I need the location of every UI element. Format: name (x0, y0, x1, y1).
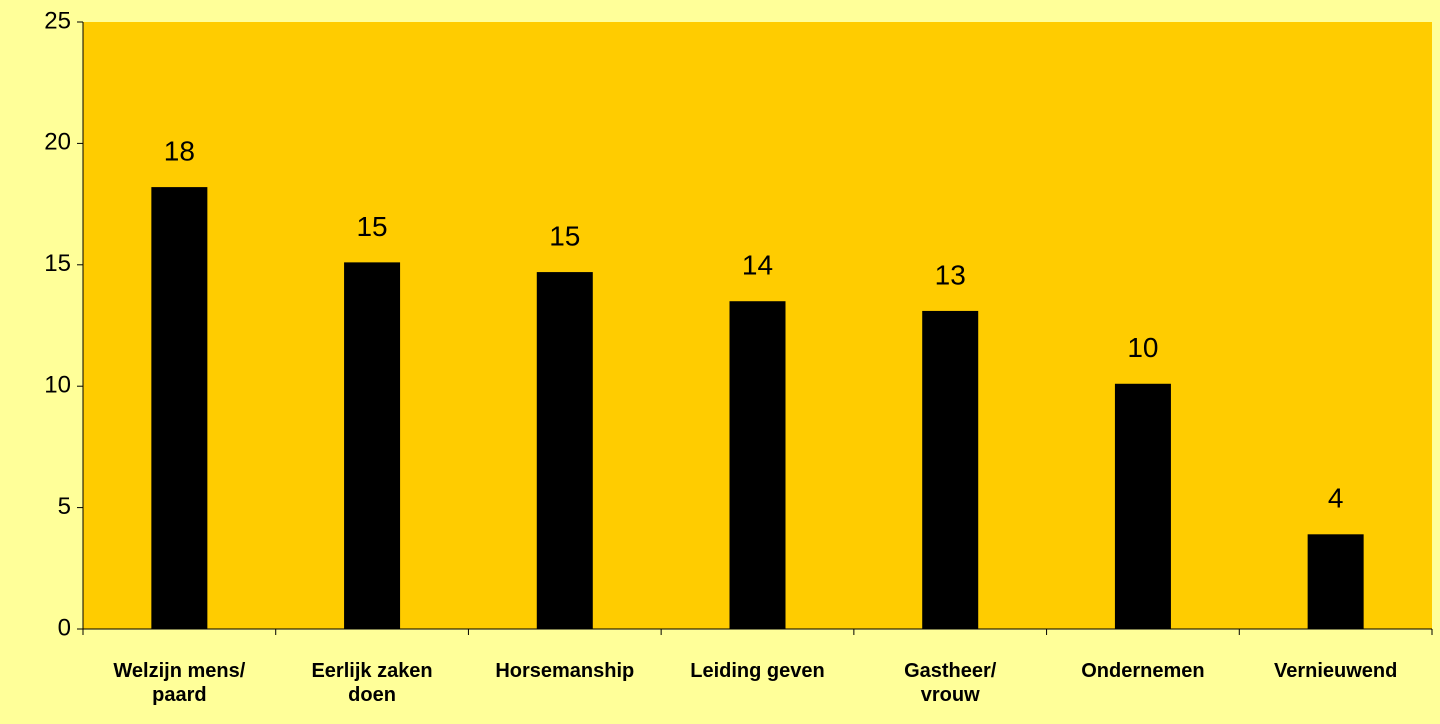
bar (1307, 534, 1364, 629)
bar (536, 272, 593, 629)
data-label: 13 (935, 259, 966, 290)
data-label: 10 (1127, 332, 1158, 363)
x-tick-label: Leiding geven (690, 660, 825, 682)
x-tick-label: Vernieuwend (1273, 660, 1398, 682)
y-tick-label: 25 (44, 7, 71, 34)
data-label: 18 (164, 135, 195, 166)
y-tick-label: 10 (44, 372, 71, 399)
x-tick-label: Ondernemen (1081, 660, 1205, 682)
y-tick-label: 5 (58, 493, 71, 520)
y-tick-label: 15 (44, 250, 71, 277)
data-label: 15 (356, 211, 387, 242)
x-tick-label: Welzijn mens/ paard (113, 660, 246, 706)
bar (729, 301, 786, 629)
y-tick-label: 20 (44, 129, 71, 156)
bar (151, 187, 208, 629)
data-label: 14 (742, 250, 773, 281)
y-tick-label: 0 (58, 614, 71, 641)
data-label: 15 (549, 220, 580, 251)
bar (922, 310, 979, 629)
x-tick-label: Gastheer/ vrouw (904, 660, 997, 706)
bar (1114, 383, 1171, 629)
data-label: 4 (1328, 483, 1344, 514)
bar (344, 262, 401, 629)
x-tick-label: Horsemanship (495, 660, 635, 682)
x-tick-label: Eerlijk zaken doen (311, 660, 433, 706)
